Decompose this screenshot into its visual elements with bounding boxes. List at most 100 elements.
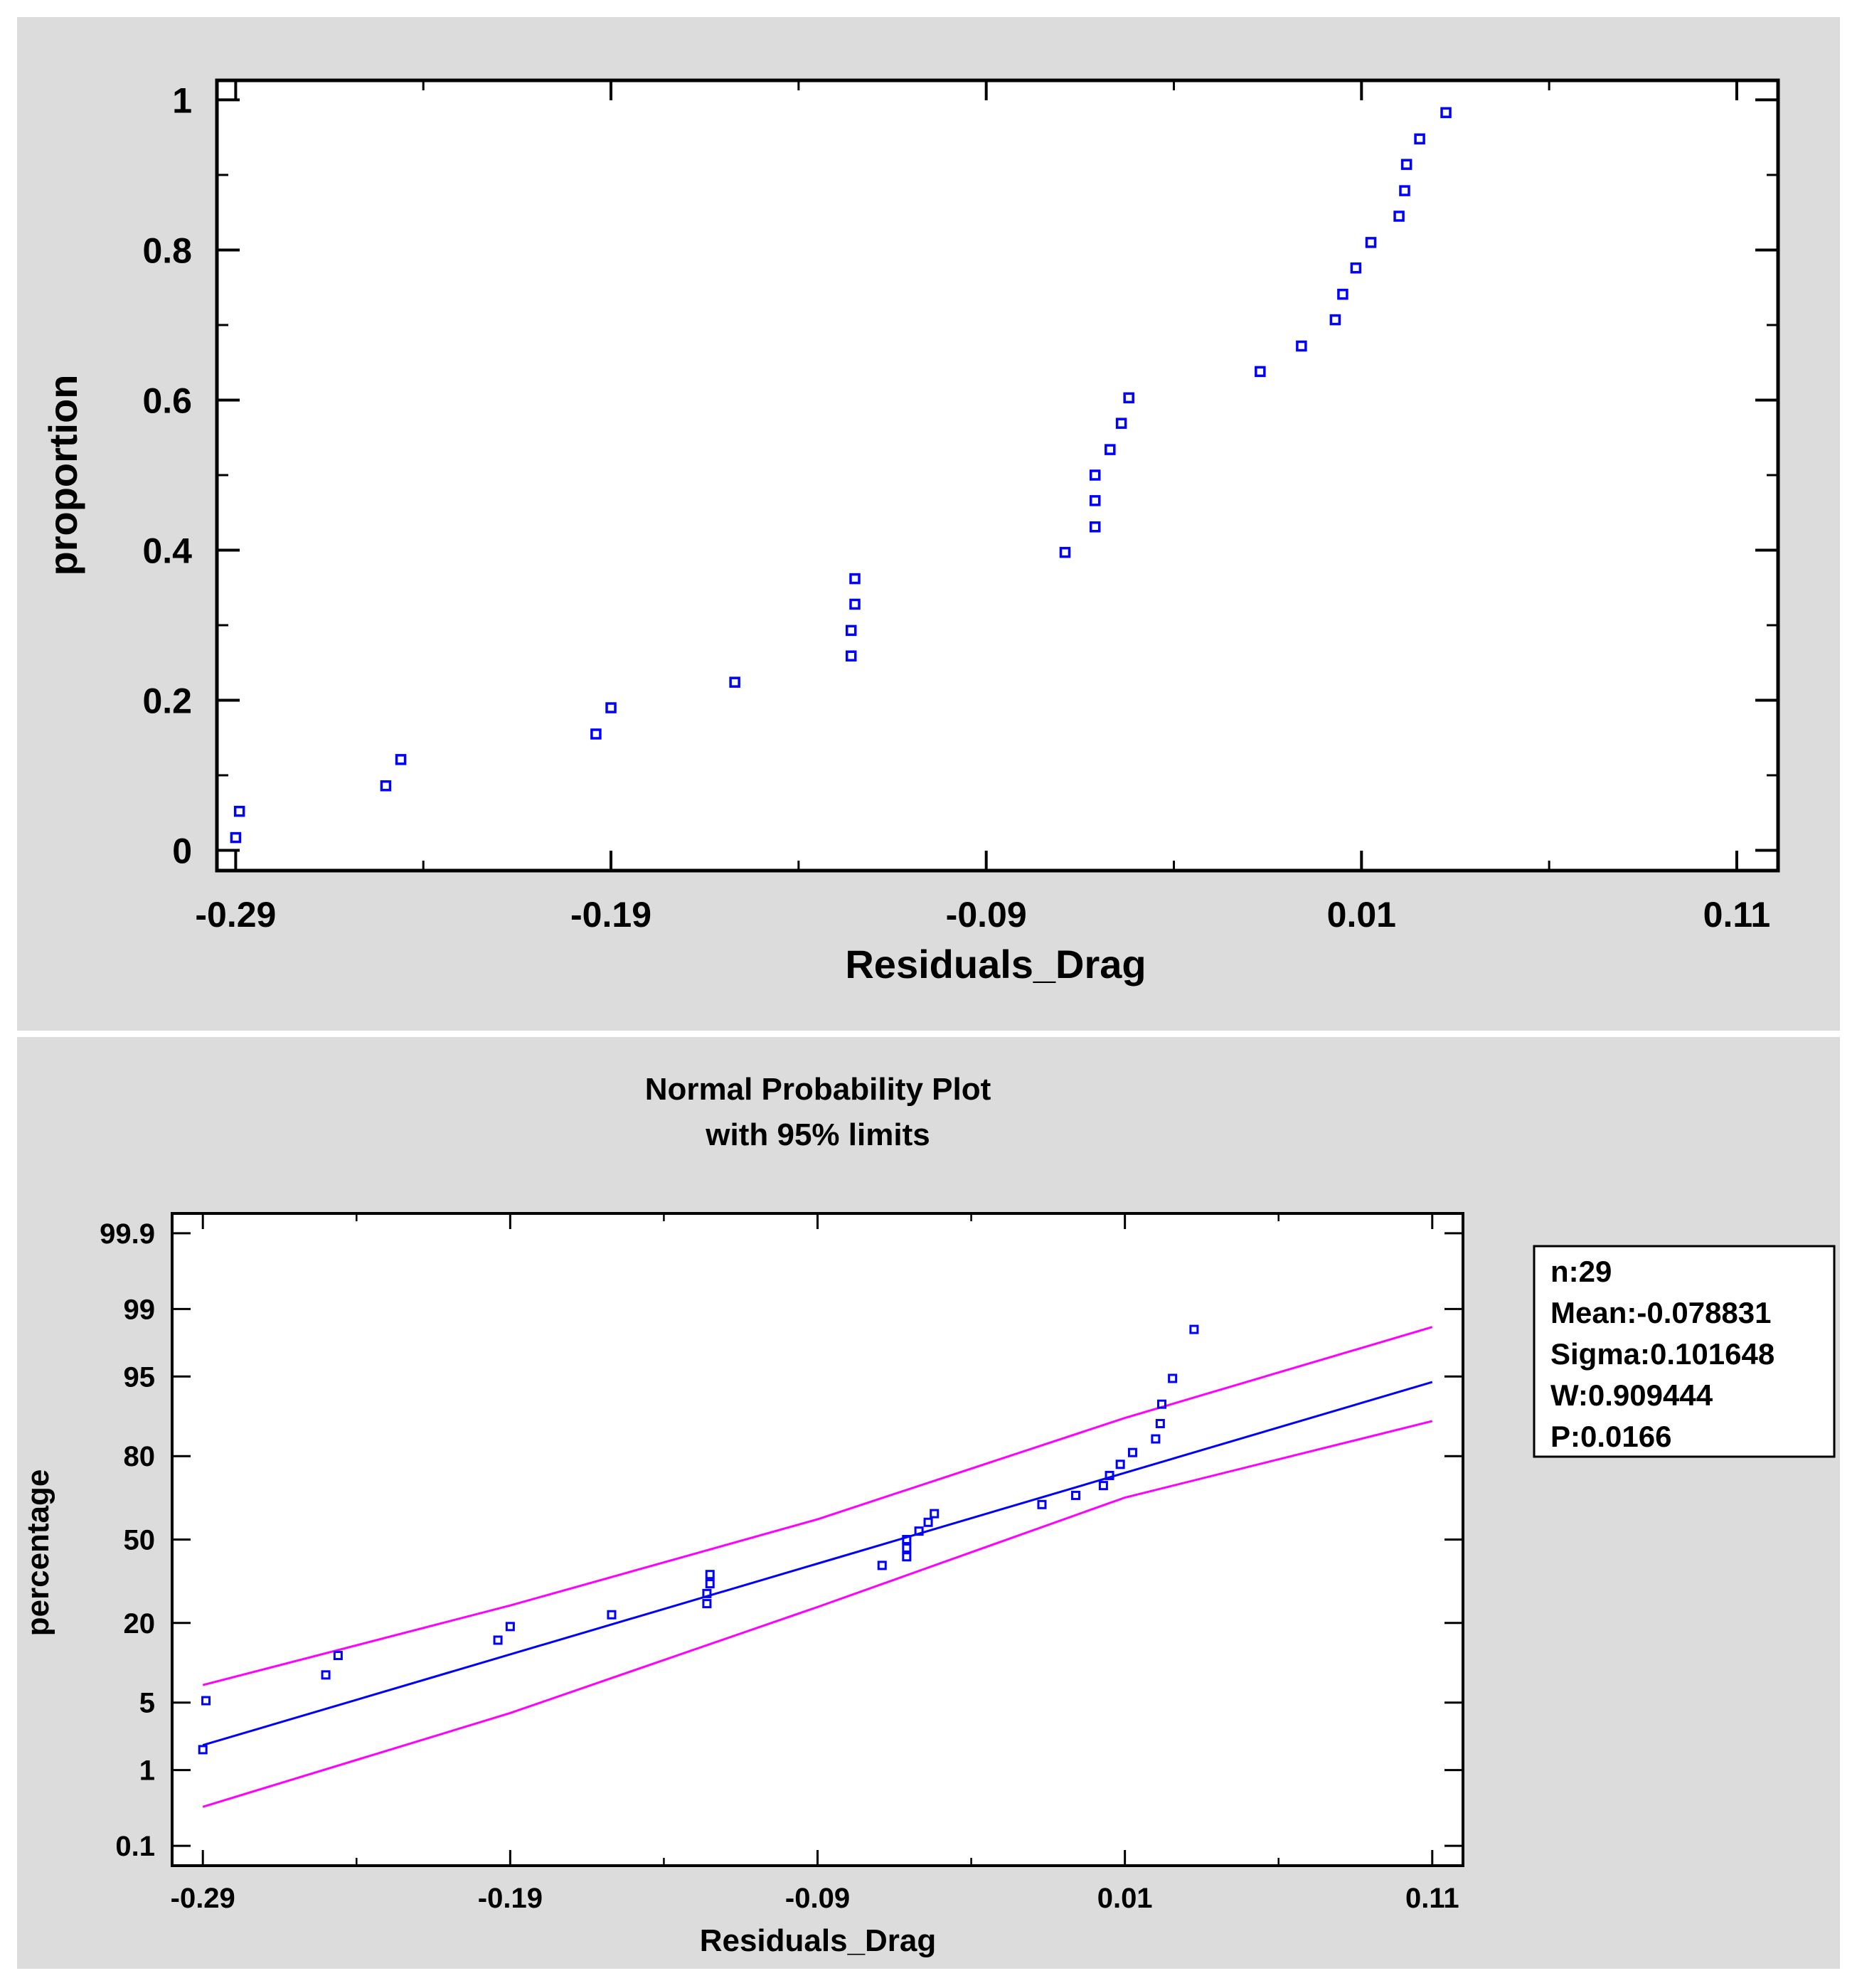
bottom-plot-area [171,1212,1464,1867]
top-data-point [1399,185,1410,196]
bottom-x-axis-title: Residuals_Drag [700,1923,937,1958]
bottom-x-tick-label: 0.11 [1405,1883,1459,1914]
bottom-data-point [1098,1481,1108,1491]
lower-95-limit-line [202,1420,1433,1808]
bottom-data-point [902,1552,912,1562]
top-data-point [849,573,861,585]
top-data-point [380,780,392,792]
top-y-tick-label: 0.6 [142,381,192,420]
chart-title: Normal Probability Plot [645,1072,991,1107]
bottom-data-point [1037,1499,1047,1509]
bottom-x-tick-label: -0.29 [171,1883,235,1914]
bottom-data-point [902,1535,912,1544]
bottom-data-point [1071,1490,1080,1500]
stat-mean: Mean:-0.078831 [1550,1296,1772,1329]
bottom-y-tick-label: 20 [124,1608,156,1639]
top-data-point [1365,237,1377,248]
bottom-data-point [1189,1324,1199,1334]
bottom-data-point [1151,1434,1161,1444]
bottom-data-point [1115,1460,1125,1469]
stats-legend-box [1533,1245,1836,1458]
bottom-y-tick-label: 50 [124,1525,156,1556]
bottom-x-tick-label: 0.01 [1097,1883,1153,1914]
bottom-data-point [333,1651,343,1661]
bottom-x-tick-label: -0.09 [785,1883,850,1914]
bottom-data-point [705,1570,715,1580]
top-y-axis-title: proportion [41,374,85,575]
normal-fit-line [202,1381,1433,1747]
top-data-point [1329,314,1341,326]
top-data-point [849,598,861,610]
bottom-y-tick-label: 99 [124,1294,156,1325]
top-data-point [1440,107,1452,119]
top-y-tick-label: 0 [172,831,192,871]
top-data-point [1400,159,1412,170]
top-data-point [1089,521,1101,533]
top-data-point [1089,495,1101,506]
top-x-tick-label: -0.09 [946,895,1027,935]
stats-legend: n:29 Mean:-0.078831 Sigma:0.101648 W:0.9… [1533,1245,1836,1458]
top-data-point [1089,469,1101,481]
top-data-point [845,624,857,637]
bottom-data-point [505,1622,515,1632]
bottom-data-point [702,1588,712,1598]
bottom-y-tick-label: 99.9 [100,1218,155,1250]
cumulative-proportion-chart: -0.29 -0.19 -0.09 0.01 0.11 0 0.2 0.4 0.6 0.8 1 Re… [41,78,1780,987]
bottom-y-axis-title: percentage [21,1469,55,1637]
top-y-tick-label: 1 [172,80,192,120]
bottom-y-tick-label: 5 [139,1688,155,1719]
bottom-x-tick-label: -0.19 [478,1883,543,1914]
bottom-data-point [877,1561,887,1570]
stat-n: n:29 [1550,1255,1612,1288]
bottom-data-point [702,1599,712,1609]
bottom-data-point [930,1509,940,1519]
top-x-tick-label: 0.11 [1703,895,1771,935]
top-y-tick-label: 0.2 [142,681,192,721]
top-x-tick-label: -0.19 [570,895,651,935]
bottom-data-point [493,1635,503,1645]
bottom-data-point [923,1517,933,1527]
top-data-point [845,650,857,661]
top-plot-area [215,78,1780,873]
top-data-point [605,702,617,713]
top-data-point [1255,366,1266,378]
top-y-tick-label: 0.4 [142,531,192,570]
top-data-point [1393,211,1405,222]
top-data-point [233,805,245,817]
bottom-y-tick-label: 95 [124,1361,156,1393]
top-data-point [1337,288,1348,300]
bottom-data-point [1127,1447,1137,1457]
stat-p: P:0.0166 [1550,1420,1671,1453]
top-data-point [1059,546,1071,558]
top-data-point [1105,444,1116,455]
top-data-point [590,728,602,740]
stat-w: W:0.909444 [1550,1378,1713,1412]
normal-probability-chart: Normal Probability Plot with 95% limits … [21,1072,1836,1958]
top-data-point [395,754,407,765]
upper-95-limit-line [202,1326,1433,1686]
top-data-point [1350,262,1362,274]
bottom-data-point [1155,1418,1165,1428]
stat-sigma: Sigma:0.101648 [1550,1337,1774,1371]
top-data-point [1123,392,1134,404]
bottom-data-point [1157,1399,1166,1409]
bottom-data-point [1168,1373,1178,1383]
chart-subtitle: with 95% limits [705,1117,930,1152]
top-data-point [1115,418,1127,429]
bottom-data-point [607,1610,617,1620]
top-x-tick-label: 0.01 [1327,895,1396,935]
bottom-data-point [914,1526,924,1536]
bottom-data-point [705,1579,715,1589]
top-data-point [230,831,242,844]
top-data-point [1296,340,1307,352]
bottom-data-point [902,1543,912,1553]
top-y-tick-label: 0.8 [142,230,192,270]
bottom-y-tick-label: 0.1 [115,1831,155,1862]
bottom-data-point [198,1745,208,1755]
bottom-data-point [321,1670,331,1680]
top-data-point [729,676,740,688]
bottom-y-tick-label: 80 [124,1441,156,1472]
top-x-axis-title: Residuals_Drag [845,942,1146,987]
bottom-y-tick-label: 1 [139,1755,155,1787]
